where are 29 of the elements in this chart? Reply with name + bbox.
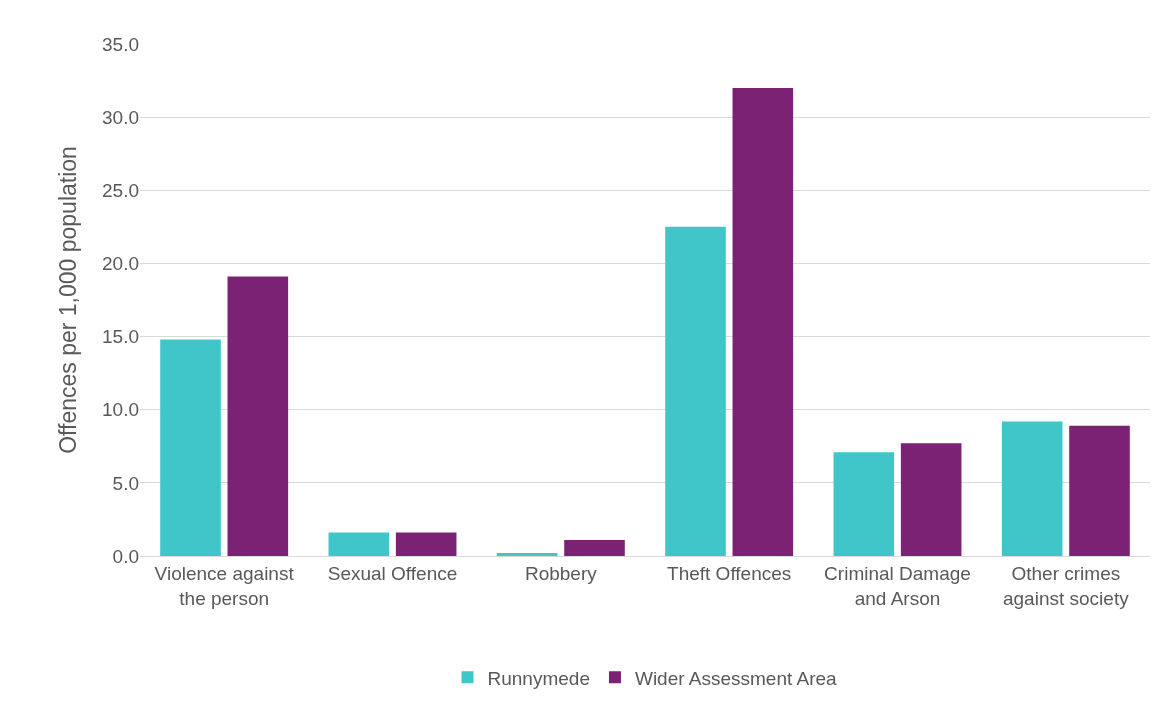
x-tick-label: Robbery xyxy=(524,562,598,584)
bar xyxy=(1069,425,1130,556)
legend-label: Wider Assessment Area xyxy=(634,667,838,689)
x-tick-label: Violence against the person xyxy=(154,562,295,609)
y-axis-title: Offences per 1,000 population xyxy=(55,146,82,454)
bar xyxy=(1001,421,1063,556)
bar xyxy=(395,532,457,556)
bar xyxy=(900,443,962,556)
bar xyxy=(328,532,390,556)
y-tick-label: 15.0 xyxy=(102,326,139,348)
x-tick-label: Other crimes against society xyxy=(1002,562,1130,609)
y-tick-label: 25.0 xyxy=(102,179,139,201)
x-tick-label: Sexual Offence xyxy=(327,562,458,584)
bar xyxy=(833,452,895,556)
bar xyxy=(496,553,558,556)
y-tick-label: 30.0 xyxy=(102,106,139,128)
x-tick-label: Criminal Damage and Arson xyxy=(824,562,971,609)
y-tick-label: 35.0 xyxy=(102,33,139,55)
bar xyxy=(732,87,794,556)
y-tick-label: 5.0 xyxy=(112,472,139,494)
y-tick-label: 20.0 xyxy=(102,253,139,275)
x-tick-label: Theft Offences xyxy=(667,562,792,584)
legend-label: Runnymede xyxy=(487,667,590,689)
bar xyxy=(564,539,625,556)
y-tick-label: 10.0 xyxy=(102,399,139,421)
bar xyxy=(160,339,221,556)
y-tick-label: 0.0 xyxy=(112,545,139,567)
bar xyxy=(665,226,726,556)
bar xyxy=(227,276,289,556)
